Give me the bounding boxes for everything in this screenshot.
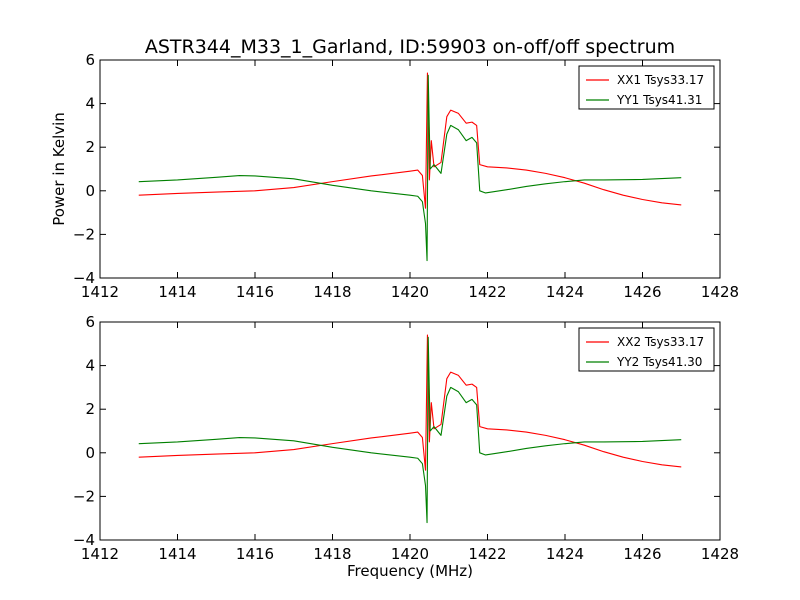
y-tick-label: −2 [73,225,95,243]
x-tick-label: 1426 [623,283,661,301]
x-tick-label: 1414 [158,545,196,563]
series-line-yy [138,336,682,524]
x-tick-label: 1420 [391,283,429,301]
x-tick-label: 1422 [468,283,506,301]
x-tick-label: 1416 [236,283,274,301]
y-tick-label: 0 [85,444,95,462]
legend: XX1 Tsys33.17 YY1 Tsys41.31 [578,65,715,110]
x-tick-label: 1420 [391,545,429,563]
x-tick-label: 1418 [313,283,351,301]
y-tick-label: −2 [73,487,95,505]
legend-box [578,327,715,372]
x-tick-label: 1412 [81,283,119,301]
x-axis-label: Frequency (MHz) [347,562,473,580]
series-line-yy [138,74,682,262]
x-tick-label: 1412 [81,545,119,563]
x-tick-label: 1426 [623,545,661,563]
top-panel: 1412 1414 1416 1418 1420 1422 1424 1426 1428 6 4 2 0… [73,51,739,301]
bottom-panel: 1412 1414 1416 1418 1420 1422 1424 1426 1428 6 4 2 0… [73,313,739,563]
legend-label: XX1 Tsys33.17 [617,73,704,87]
x-tick-label: 1424 [546,283,584,301]
y-tick-label: −4 [73,269,95,287]
x-tick-label: 1422 [468,545,506,563]
y-tick-label: 6 [85,51,95,69]
y-tick-label: 4 [85,95,95,113]
y-tick-label: 2 [85,400,95,418]
y-axis-label: Power in Kelvin [50,112,68,226]
x-tick-label: 1424 [546,545,584,563]
legend-label: XX2 Tsys33.17 [617,335,704,349]
legend: XX2 Tsys33.17 YY2 Tsys41.30 [578,327,715,372]
legend-label: YY2 Tsys41.30 [616,355,702,369]
y-tick-label: 4 [85,357,95,375]
y-tick-label: 6 [85,313,95,331]
legend-box [578,65,715,110]
x-tick-label: 1428 [701,283,739,301]
y-tick-label: 2 [85,138,95,156]
y-tick-label: −4 [73,531,95,549]
legend-label: YY1 Tsys41.31 [616,93,702,107]
y-tick-label: 0 [85,182,95,200]
figure-title: ASTR344_M33_1_Garland, ID:59903 on-off/o… [145,36,675,58]
x-tick-label: 1414 [158,283,196,301]
x-tick-label: 1428 [701,545,739,563]
x-tick-label: 1416 [236,545,274,563]
x-tick-label: 1418 [313,545,351,563]
